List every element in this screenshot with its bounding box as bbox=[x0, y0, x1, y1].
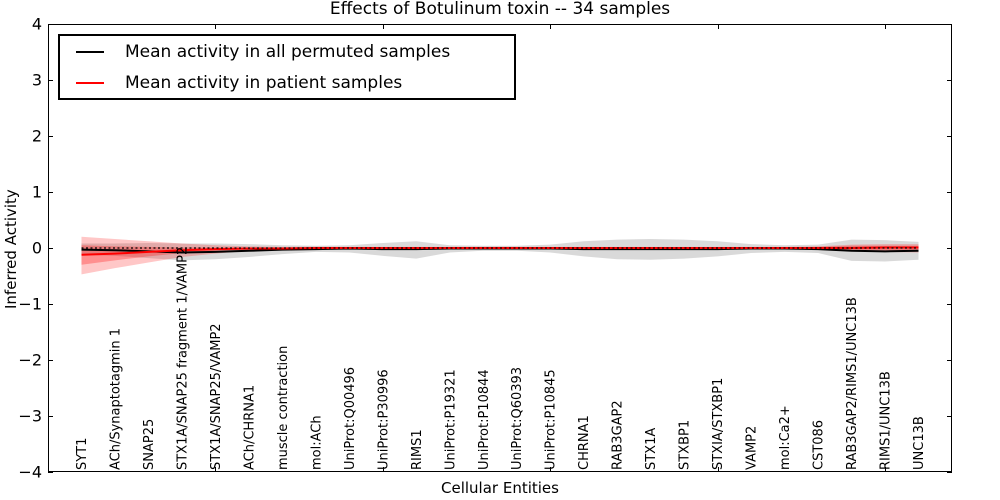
legend-label-patient: Mean activity in patient samples bbox=[125, 73, 403, 93]
category-label: CST086 bbox=[812, 420, 827, 470]
chart-title: Effects of Botulinum toxin -- 34 samples bbox=[329, 0, 671, 19]
category-label: STX1A/SNAP25/VAMP2 bbox=[209, 323, 224, 470]
legend-label-permuted: Mean activity in all permuted samples bbox=[125, 42, 451, 62]
y-tick-label: 3 bbox=[32, 71, 42, 90]
category-label: STX1A bbox=[644, 428, 659, 470]
y-ticks: 4 3 2 1 0 −1 −2 −3 −4 bbox=[18, 15, 952, 482]
category-label: RIMS1 bbox=[410, 429, 425, 470]
category-label: CHRNA1 bbox=[577, 415, 592, 470]
category-label: ACh/CHRNA1 bbox=[242, 385, 257, 470]
y-tick-label: −1 bbox=[18, 295, 42, 314]
category-label: mol:ACh bbox=[309, 415, 324, 470]
category-label: UniProt:Q00496 bbox=[343, 367, 358, 470]
category-label: muscle contraction bbox=[276, 346, 291, 470]
y-tick-label: −3 bbox=[18, 407, 42, 426]
category-label: ACh/Synaptotagmin 1 bbox=[108, 328, 123, 470]
category-label: UniProt:P30996 bbox=[376, 369, 391, 470]
x-ticks bbox=[215, 24, 886, 472]
x-axis-title: Cellular Entities bbox=[441, 479, 559, 497]
legend: Mean activity in all permuted samples Me… bbox=[58, 34, 516, 100]
y-tick-label: −4 bbox=[18, 463, 42, 482]
y-tick-label: 1 bbox=[32, 183, 42, 202]
legend-entry-permuted: Mean activity in all permuted samples bbox=[60, 37, 514, 67]
category-label: RAB3GAP2 bbox=[611, 400, 626, 470]
uncertainty-bands bbox=[81, 236, 919, 275]
category-label: SNAP25 bbox=[142, 419, 157, 470]
legend-entry-patient: Mean activity in patient samples bbox=[60, 68, 514, 98]
category-label: UniProt:P10844 bbox=[477, 369, 492, 470]
category-label: UniProt:Q60393 bbox=[510, 367, 525, 470]
permuted-line-swatch-icon bbox=[76, 51, 104, 53]
category-label: VAMP2 bbox=[745, 426, 760, 470]
category-labels: SYT1 ACh/Synaptotagmin 1 SNAP25 STX1A/SNAP2… bbox=[75, 247, 927, 470]
category-label: STX1A/SNAP25 fragment 1/VAMP2 bbox=[175, 247, 190, 470]
category-label: mol:Ca2+ bbox=[778, 405, 793, 470]
y-tick-label: −2 bbox=[18, 351, 42, 370]
category-label: STXBP1 bbox=[678, 420, 693, 470]
y-axis-title: Inferred Activity bbox=[2, 189, 20, 309]
category-label: SYT1 bbox=[75, 438, 90, 470]
category-label: RIMS1/UNC13B bbox=[879, 371, 894, 470]
y-tick-label: 2 bbox=[32, 127, 42, 146]
category-label: UNC13B bbox=[912, 416, 927, 470]
y-tick-label: 4 bbox=[32, 15, 42, 34]
category-label: RAB3GAP2/RIMS1/UNC13B bbox=[845, 297, 860, 470]
y-tick-label: 0 bbox=[32, 239, 42, 258]
category-label: UniProt:P10845 bbox=[544, 369, 559, 470]
category-label: STXIA/STXBP1 bbox=[711, 378, 726, 470]
band-permuted-samples-range bbox=[81, 239, 919, 262]
patient-line-swatch-icon bbox=[76, 82, 104, 84]
category-label: UniProt:P19321 bbox=[443, 369, 458, 470]
